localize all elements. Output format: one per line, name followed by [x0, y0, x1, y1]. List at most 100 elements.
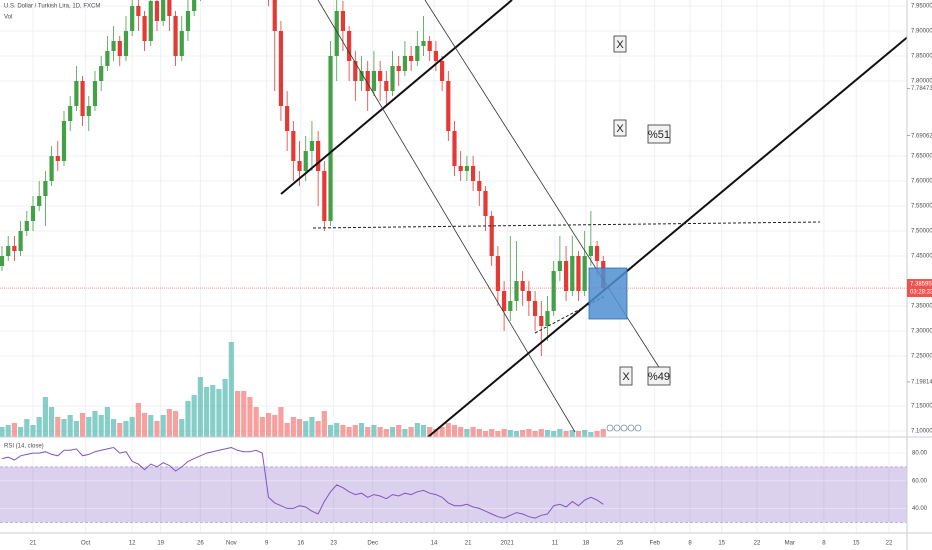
- candle-body: [272, 0, 277, 31]
- candle-body: [353, 61, 358, 81]
- candle-body: [185, 11, 191, 31]
- volume-layer: [0, 342, 606, 437]
- candle-body: [297, 161, 302, 171]
- y-tick-label: 7.10000: [911, 429, 932, 435]
- volume-bar: [79, 413, 86, 437]
- volume-bar: [11, 423, 17, 437]
- volume-bar: [334, 423, 340, 437]
- x-tick-label: Dec: [367, 541, 378, 547]
- candle-body: [278, 31, 284, 106]
- candle-body: [167, 0, 172, 16]
- volume-bar: [439, 427, 445, 437]
- volume-bar: [315, 421, 321, 437]
- event-icon: [613, 424, 621, 432]
- candle-body: [61, 121, 67, 161]
- volume-bar: [513, 431, 520, 437]
- candle-body: [390, 66, 395, 91]
- candle-body: [347, 31, 352, 61]
- volume-bar: [135, 403, 141, 437]
- volume-bar: [482, 431, 489, 437]
- volume-bar: [575, 431, 582, 437]
- y-tick-label: 7.95000: [911, 4, 932, 10]
- candle-body: [192, 0, 197, 11]
- candle-body: [74, 81, 79, 106]
- candle-body: [427, 41, 432, 51]
- annotation: X: [616, 39, 624, 51]
- volume-bar: [402, 429, 408, 437]
- volume-bar: [309, 417, 315, 437]
- x-tick-label: 23: [330, 541, 337, 547]
- volume-bar: [321, 411, 327, 437]
- candle-body: [371, 71, 377, 91]
- price-label: 7.69062: [911, 133, 932, 139]
- trend-line: [280, 0, 513, 195]
- volume-bar: [24, 419, 30, 437]
- x-tick-label: 25: [617, 541, 624, 547]
- volume-bar: [92, 411, 98, 437]
- volume-bar: [501, 429, 507, 437]
- candle-body: [446, 81, 451, 131]
- annotation: X: [622, 371, 630, 383]
- volume-bar: [179, 419, 185, 437]
- volume-bar: [48, 407, 55, 437]
- candle-body: [365, 71, 370, 91]
- annotation: %51: [648, 129, 670, 141]
- annotations: X X %51 X %49: [613, 35, 671, 386]
- volume-bar: [67, 415, 73, 437]
- last-price-box: [907, 279, 932, 298]
- volume-bar: [278, 407, 284, 437]
- volume-bar: [600, 429, 606, 437]
- volume-bar: [247, 397, 253, 437]
- annotation-box: [613, 119, 627, 137]
- candle-body: [117, 41, 122, 56]
- grid: [0, 0, 907, 533]
- trend-line: [427, 36, 907, 437]
- y-tick-label: 7.50000: [911, 229, 932, 235]
- candle-body: [570, 256, 575, 291]
- rsi-title: RSI (14, close): [4, 444, 44, 450]
- last-price-label: 7.38595: [910, 282, 932, 288]
- volume-bar: [358, 423, 365, 437]
- candle-body: [285, 106, 290, 131]
- candle-body: [37, 196, 42, 206]
- candle-body: [514, 281, 519, 301]
- x-tick-label: Feb: [650, 541, 661, 547]
- candle-body: [440, 61, 445, 81]
- volume-bar: [98, 415, 104, 437]
- event-icon: [627, 424, 635, 432]
- candle-body: [130, 6, 135, 31]
- volume-bar: [327, 425, 334, 437]
- candle-body: [43, 181, 48, 196]
- candle-body: [489, 216, 494, 256]
- volume-bar: [210, 385, 216, 437]
- candle-body: [588, 246, 593, 256]
- volume-bar: [526, 429, 532, 437]
- x-tick-label: 14: [431, 541, 438, 547]
- candle-body: [396, 66, 401, 71]
- volume-bar: [420, 425, 427, 437]
- volume-bar: [551, 431, 557, 437]
- candle-body: [334, 11, 339, 56]
- volume-bar: [389, 427, 396, 437]
- x-tick-label: 2021: [501, 541, 515, 547]
- candle-body: [68, 106, 73, 121]
- volume-bar: [191, 395, 197, 437]
- rsi-tick-label: 80.00: [912, 451, 928, 457]
- volume-bar: [0, 427, 5, 437]
- x-tick-label: 19: [157, 541, 164, 547]
- candle-body: [291, 131, 296, 161]
- volume-bar: [396, 425, 402, 437]
- volume-bar: [588, 432, 594, 437]
- x-tick-label: 22: [754, 541, 761, 547]
- candle-body: [18, 231, 23, 251]
- volume-bar: [141, 413, 148, 437]
- candle-body: [415, 46, 420, 61]
- volume-bar: [563, 431, 569, 437]
- candle-body: [105, 51, 110, 66]
- volume-bar: [265, 413, 272, 437]
- x-tick-label: 8: [822, 541, 826, 547]
- volume-bar: [259, 417, 265, 437]
- volume-bar: [352, 425, 358, 437]
- volume-bar: [17, 427, 24, 437]
